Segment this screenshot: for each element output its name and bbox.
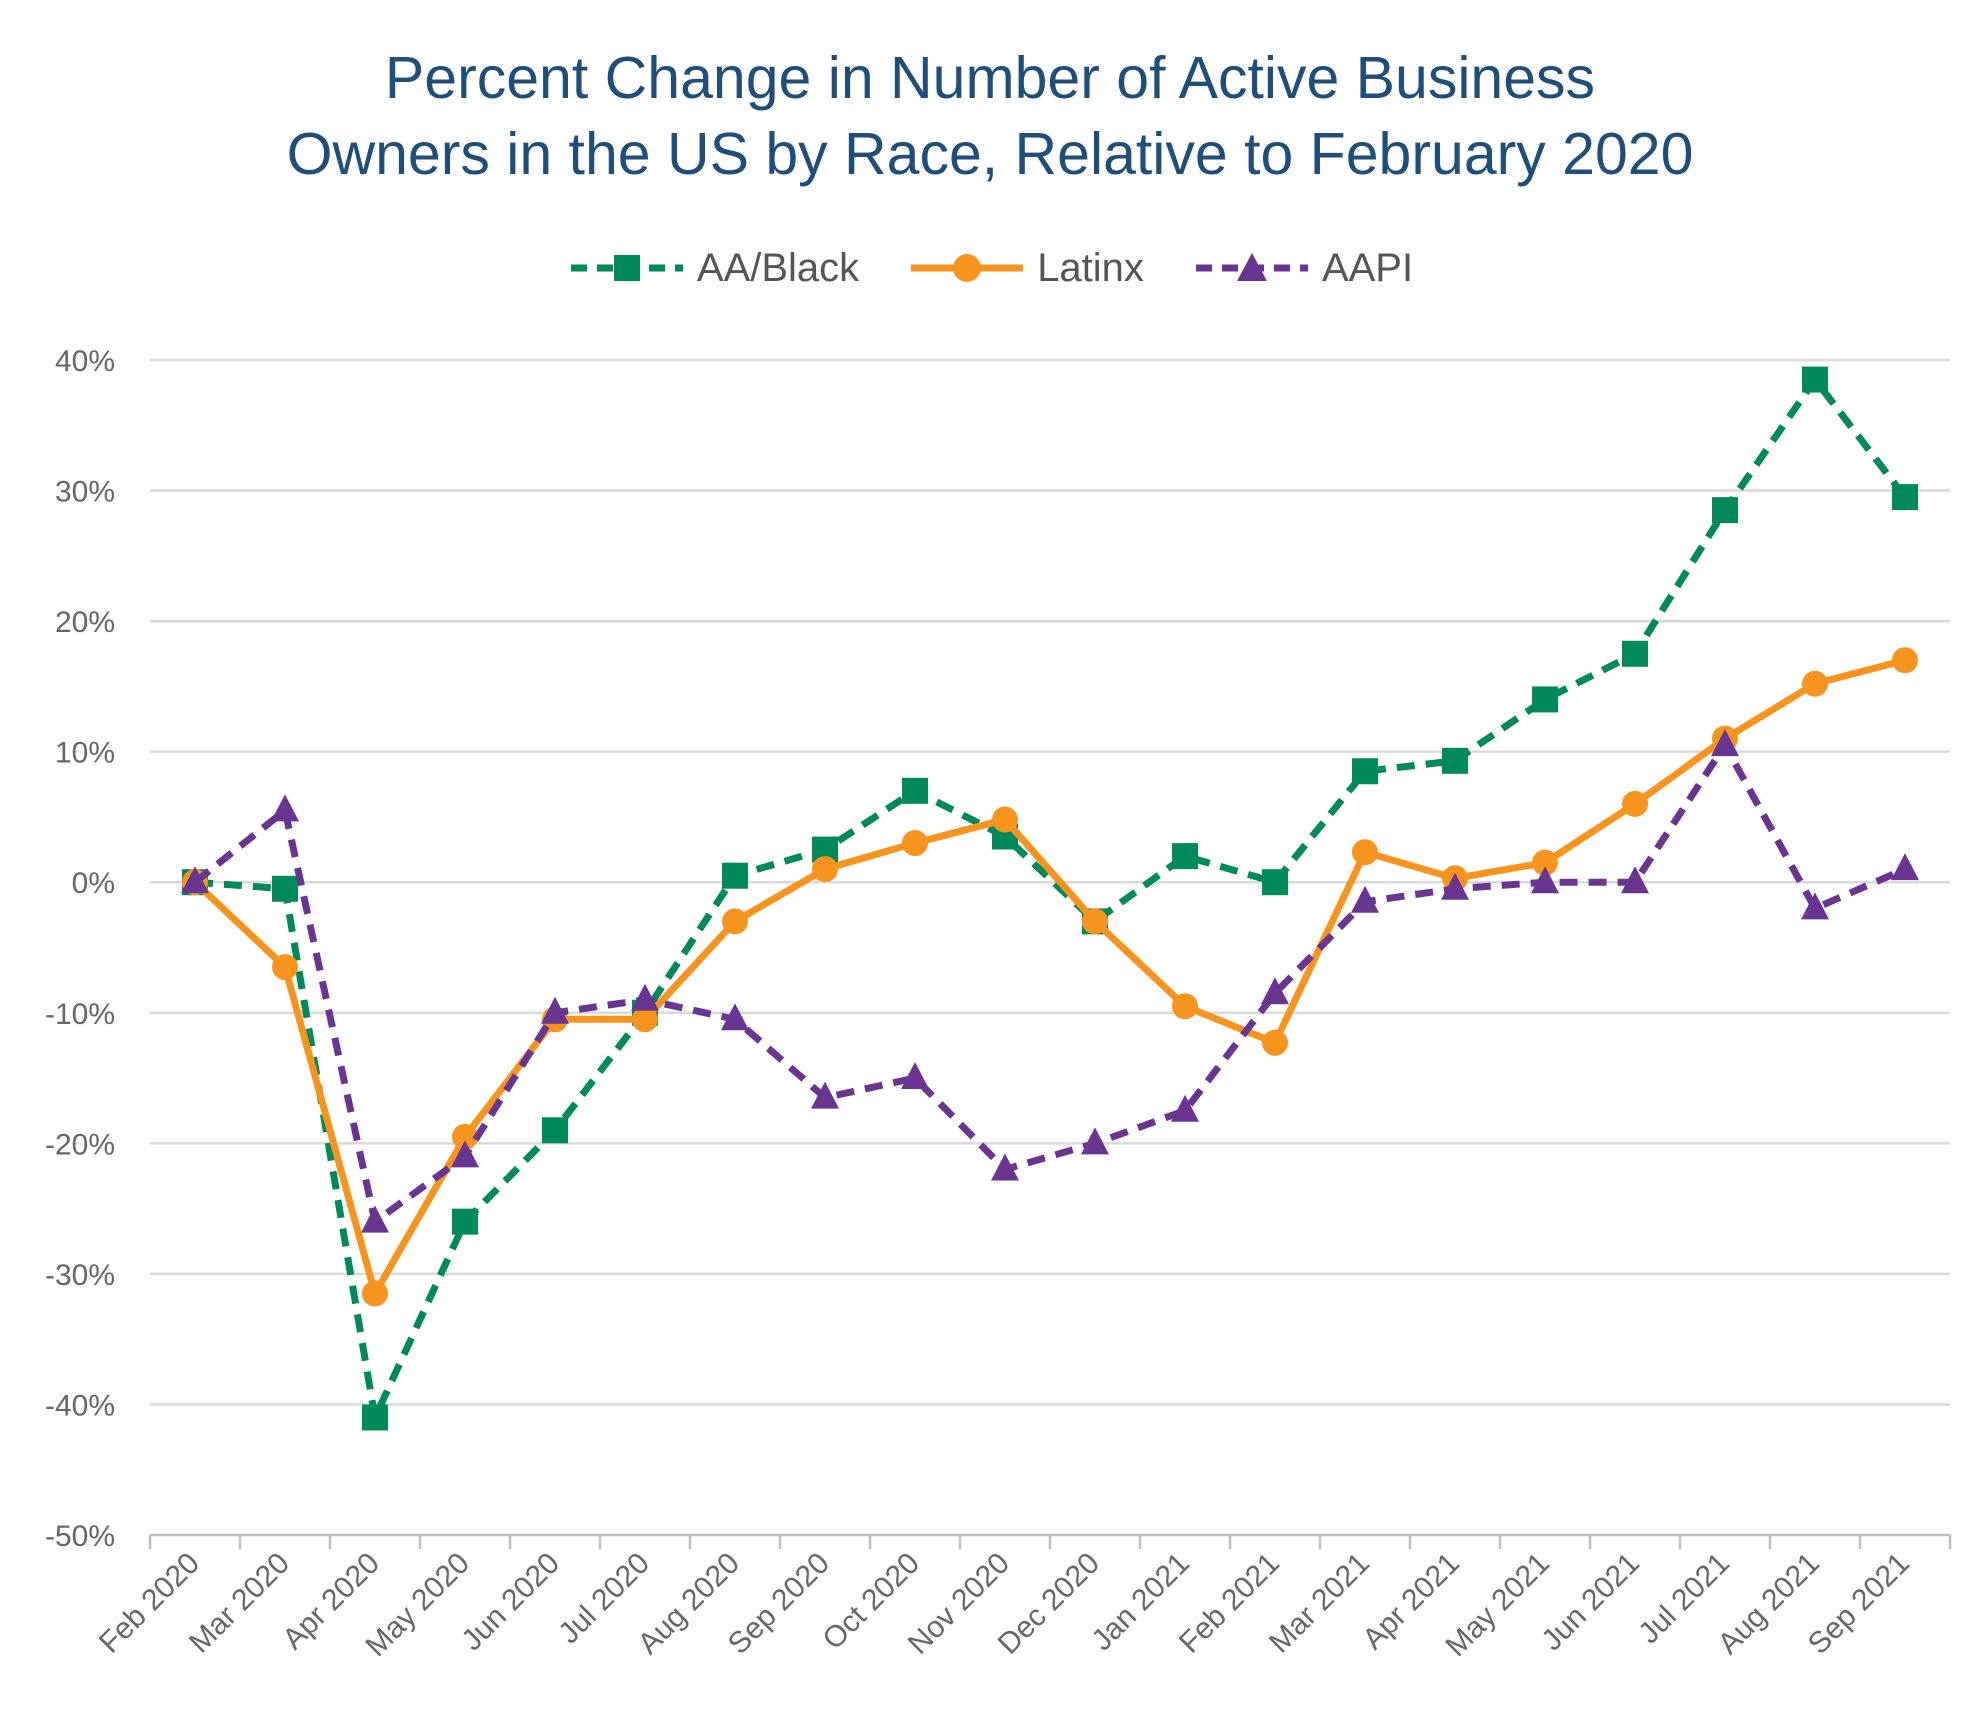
legend-marker-square bbox=[613, 255, 640, 281]
x-tick-label: Mar 2021 bbox=[1263, 1547, 1376, 1660]
x-tick-label: Mar 2020 bbox=[183, 1547, 296, 1660]
legend-item-latinx: Latinx bbox=[907, 246, 1144, 291]
data-point-latinx bbox=[1262, 1029, 1288, 1056]
data-point-aapi bbox=[1621, 866, 1649, 894]
data-point-aa-black bbox=[1352, 758, 1378, 785]
data-point-aa-black bbox=[1262, 869, 1288, 896]
legend-swatch-aapi bbox=[1195, 253, 1308, 281]
chart-title-line-2: Owners in the US by Race, Relative to Fe… bbox=[286, 121, 1694, 187]
data-point-aapi bbox=[1351, 885, 1379, 913]
data-point-aapi bbox=[1081, 1127, 1109, 1155]
data-point-aapi bbox=[181, 866, 209, 894]
data-point-aapi bbox=[1261, 977, 1289, 1005]
legend-swatch-aa-black bbox=[570, 255, 683, 281]
data-point-latinx bbox=[1172, 993, 1198, 1020]
data-point-latinx bbox=[1802, 670, 1828, 697]
data-point-latinx bbox=[362, 1280, 388, 1307]
series-latinx bbox=[182, 647, 1918, 1307]
legend-label-latinx: Latinx bbox=[1037, 245, 1144, 290]
data-point-aapi bbox=[811, 1081, 839, 1109]
data-point-latinx bbox=[812, 856, 838, 883]
data-point-aapi bbox=[901, 1062, 929, 1090]
series-line-latinx bbox=[192, 656, 1906, 1297]
data-point-aapi bbox=[1531, 866, 1559, 894]
data-point-aapi bbox=[1171, 1094, 1199, 1122]
y-tick-label: -20% bbox=[45, 1128, 115, 1161]
data-point-aa-black bbox=[452, 1208, 478, 1235]
x-tick-label: Jun 2021 bbox=[1535, 1547, 1646, 1658]
y-tick-label: -10% bbox=[45, 998, 115, 1031]
data-point-aa-black bbox=[722, 862, 748, 889]
data-point-aa-black bbox=[1712, 497, 1738, 524]
y-axis-labels: 40% 30% 20% 10% 0% -10% -20% -30% -40% -50% bbox=[45, 345, 115, 1553]
data-point-latinx bbox=[992, 806, 1018, 833]
data-point-aapi bbox=[1441, 872, 1469, 900]
y-gridlines bbox=[150, 358, 1950, 1406]
y-tick-label: 30% bbox=[55, 476, 115, 509]
y-tick-label: 40% bbox=[55, 345, 115, 378]
y-tick-label: -30% bbox=[45, 1259, 115, 1292]
legend-swatch-latinx bbox=[911, 254, 1024, 282]
data-point-latinx bbox=[722, 908, 748, 935]
data-point-aa-black bbox=[362, 1404, 388, 1431]
data-point-aapi bbox=[721, 1003, 749, 1031]
data-point-aapi bbox=[631, 983, 659, 1011]
data-point-aa-black bbox=[902, 777, 928, 804]
data-point-aapi bbox=[271, 794, 299, 822]
x-tick-label: Jun 2020 bbox=[455, 1547, 566, 1658]
y-tick-label: 10% bbox=[55, 737, 115, 770]
series-aapi bbox=[181, 729, 1919, 1233]
chart-legend: AA/Black Latinx AAPI bbox=[0, 238, 1980, 298]
data-point-aapi bbox=[361, 1205, 389, 1233]
y-tick-label: -50% bbox=[45, 1520, 115, 1553]
data-point-latinx bbox=[1532, 849, 1558, 876]
x-axis bbox=[148, 1533, 1952, 1549]
y-tick-label: 20% bbox=[55, 606, 115, 639]
y-tick-label: 0% bbox=[72, 867, 115, 900]
chart-title: Percent Change in Number of Active Busin… bbox=[0, 40, 1980, 192]
data-point-latinx bbox=[452, 1123, 478, 1150]
data-point-aa-black bbox=[1802, 366, 1828, 393]
data-point-aapi bbox=[1711, 729, 1739, 757]
data-point-aapi bbox=[451, 1140, 479, 1168]
data-point-aa-black bbox=[1532, 686, 1558, 713]
series-line-aa-black bbox=[194, 376, 1908, 1421]
data-point-aa-black bbox=[272, 875, 298, 902]
data-point-aa-black bbox=[1622, 640, 1648, 667]
data-point-aapi bbox=[1891, 853, 1919, 881]
data-point-aapi bbox=[1801, 892, 1829, 920]
data-point-latinx bbox=[1622, 790, 1648, 817]
legend-marker-triangle bbox=[1236, 253, 1267, 281]
data-point-aa-black bbox=[542, 1117, 568, 1144]
legend-item-aa-black: AA/Black bbox=[567, 246, 859, 291]
data-point-aa-black bbox=[1892, 484, 1918, 511]
data-point-aapi bbox=[541, 996, 569, 1024]
data-point-aapi bbox=[991, 1153, 1019, 1181]
data-point-latinx bbox=[1352, 839, 1378, 866]
data-point-latinx bbox=[632, 1006, 658, 1033]
data-point-aa-black bbox=[1442, 747, 1468, 774]
chart-title-line-1: Percent Change in Number of Active Busin… bbox=[384, 45, 1596, 111]
data-point-latinx bbox=[1082, 908, 1108, 935]
legend-item-aapi: AAPI bbox=[1192, 246, 1413, 291]
y-tick-label: -40% bbox=[45, 1389, 115, 1422]
data-point-aa-black bbox=[1172, 843, 1198, 870]
data-point-latinx bbox=[272, 954, 298, 981]
legend-marker-circle bbox=[953, 254, 982, 282]
legend-label-aa-black: AA/Black bbox=[696, 245, 860, 290]
data-point-latinx bbox=[1892, 647, 1918, 674]
legend-label-aapi: AAPI bbox=[1321, 245, 1414, 290]
data-point-latinx bbox=[902, 830, 928, 857]
series-aa-black bbox=[182, 366, 1918, 1431]
series-line-aapi bbox=[192, 741, 1907, 1226]
